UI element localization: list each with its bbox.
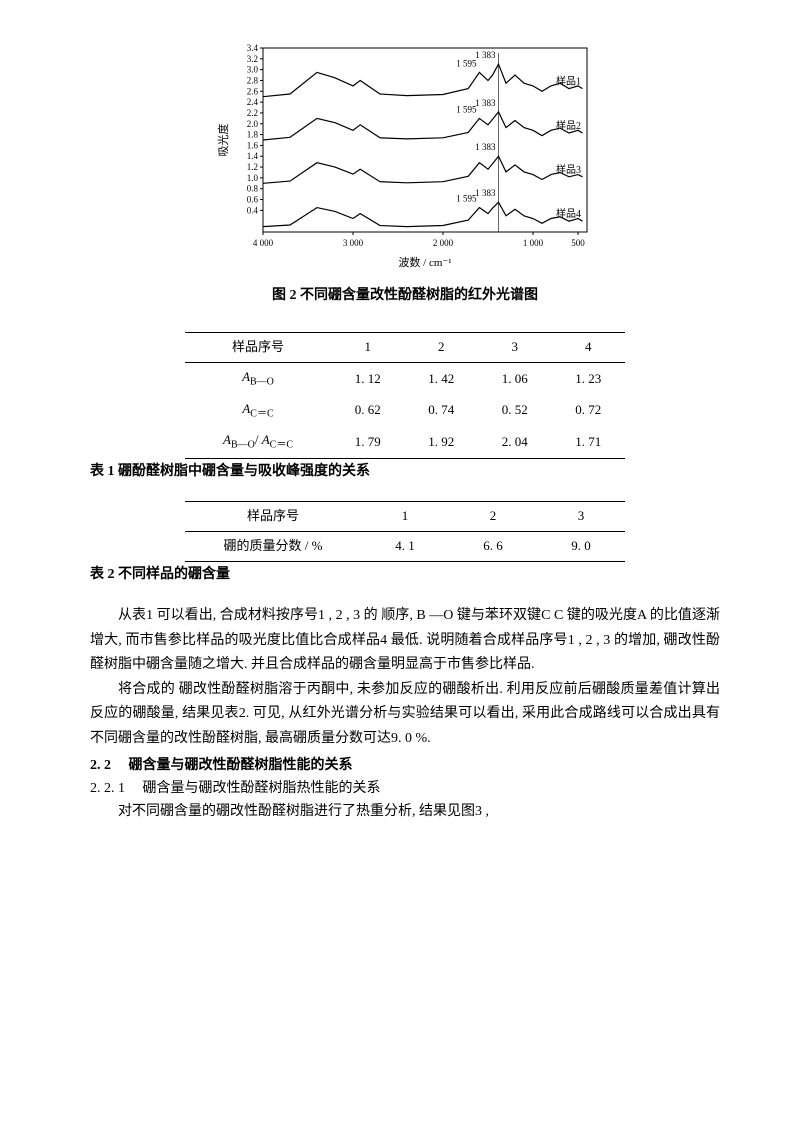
svg-text:1 383: 1 383 — [475, 142, 496, 152]
table2-cell: 9. 0 — [537, 532, 625, 562]
svg-text:1.8: 1.8 — [247, 130, 259, 140]
svg-text:1 595: 1 595 — [456, 104, 477, 114]
svg-text:1 383: 1 383 — [475, 98, 496, 108]
table1-cell: 1. 71 — [552, 426, 626, 458]
svg-text:0.6: 0.6 — [247, 195, 259, 205]
table2-header-cell: 1 — [361, 502, 449, 532]
table2-caption: 表 2 不同样品的硼含量 — [90, 564, 720, 586]
ir-spectrum-svg: 0.40.60.81.01.21.41.61.82.02.22.42.62.83… — [215, 40, 595, 270]
table2-row-label: 硼的质量分数 / % — [185, 532, 361, 562]
paragraph-1: 从表1 可以看出, 合成材料按序号1 , 2 , 3 的 顺序, B —O 键与… — [90, 604, 720, 678]
table2-header-cell: 2 — [449, 502, 537, 532]
svg-text:4 000: 4 000 — [253, 238, 274, 248]
svg-text:吸光度: 吸光度 — [216, 124, 230, 157]
table1-caption: 表 1 硼酚醛树脂中硼含量与吸收峰强度的关系 — [90, 461, 720, 483]
table1-cell: 0. 62 — [331, 395, 405, 427]
table1-cell: 1. 92 — [405, 426, 479, 458]
table1-header-cell: 3 — [478, 333, 552, 363]
svg-text:3 000: 3 000 — [343, 238, 364, 248]
svg-text:样品3: 样品3 — [556, 163, 581, 176]
figure2-caption: 图 2 不同硼含量改性酚醛树脂的红外光谱图 — [90, 285, 720, 307]
svg-text:3.4: 3.4 — [247, 43, 259, 53]
table1-cell: 0. 74 — [405, 395, 479, 427]
table2-header-cell: 3 — [537, 502, 625, 532]
table2-header-cell: 样品序号 — [185, 502, 361, 532]
svg-text:波数 / cm⁻¹: 波数 / cm⁻¹ — [398, 256, 451, 269]
table1-row-label: AB—O/ AC＝C — [185, 426, 331, 458]
svg-text:样品1: 样品1 — [556, 75, 581, 88]
svg-text:500: 500 — [571, 238, 585, 248]
figure2-chart: 0.40.60.81.01.21.41.61.82.02.22.42.62.83… — [215, 40, 595, 270]
table1-cell: 1. 79 — [331, 426, 405, 458]
svg-text:1 595: 1 595 — [456, 194, 477, 204]
svg-text:1.0: 1.0 — [247, 173, 259, 183]
table1-header-cell: 2 — [405, 333, 479, 363]
svg-text:2.0: 2.0 — [247, 119, 259, 129]
svg-text:样品2: 样品2 — [556, 119, 581, 132]
table1: 样品序号1234 AB—O1. 121. 421. 061. 23 AC＝C0. 6… — [185, 332, 625, 459]
svg-text:1 000: 1 000 — [523, 238, 544, 248]
table1-cell: 2. 04 — [478, 426, 552, 458]
table1-row-label: AC＝C — [185, 395, 331, 427]
svg-text:1 595: 1 595 — [456, 58, 477, 68]
section-2-2: 2. 2 硼含量与硼改性酚醛树脂性能的关系 — [90, 755, 720, 777]
table2-cell: 4. 1 — [361, 532, 449, 562]
table1-header-cell: 4 — [552, 333, 626, 363]
section-2-2-1: 2. 2. 1 硼含量与硼改性酚醛树脂热性能的关系 — [90, 778, 720, 800]
table2-cell: 6. 6 — [449, 532, 537, 562]
table1-cell: 0. 52 — [478, 395, 552, 427]
svg-text:1.6: 1.6 — [247, 140, 259, 150]
svg-text:1.4: 1.4 — [247, 151, 259, 161]
svg-text:3.2: 3.2 — [247, 54, 258, 64]
table2: 样品序号123 硼的质量分数 / %4. 16. 69. 0 — [185, 501, 625, 562]
paragraph-2: 将合成的 硼改性酚醛树脂溶于丙酮中, 未参加反应的硼酸析出. 利用反应前后硼酸质… — [90, 678, 720, 752]
svg-text:2.6: 2.6 — [247, 86, 259, 96]
svg-text:样品4: 样品4 — [556, 207, 581, 220]
table1-row-label: AB—O — [185, 363, 331, 395]
table1-cell: 1. 23 — [552, 363, 626, 395]
svg-text:1 383: 1 383 — [475, 50, 496, 60]
table1-header-cell: 1 — [331, 333, 405, 363]
table1-cell: 1. 42 — [405, 363, 479, 395]
svg-text:2.4: 2.4 — [247, 97, 259, 107]
svg-text:1 383: 1 383 — [475, 188, 496, 198]
svg-text:2.8: 2.8 — [247, 75, 259, 85]
table1-cell: 0. 72 — [552, 395, 626, 427]
svg-text:2.2: 2.2 — [247, 108, 258, 118]
table1-cell: 1. 06 — [478, 363, 552, 395]
table1-cell: 1. 12 — [331, 363, 405, 395]
paragraph-3: 对不同硼含量的硼改性酚醛树脂进行了热重分析, 结果见图3 , — [90, 800, 720, 825]
svg-text:0.4: 0.4 — [247, 205, 259, 215]
svg-text:0.8: 0.8 — [247, 184, 259, 194]
table1-header-cell: 样品序号 — [185, 333, 331, 363]
svg-text:1.2: 1.2 — [247, 162, 258, 172]
svg-text:3.0: 3.0 — [247, 65, 259, 75]
svg-text:2 000: 2 000 — [433, 238, 454, 248]
